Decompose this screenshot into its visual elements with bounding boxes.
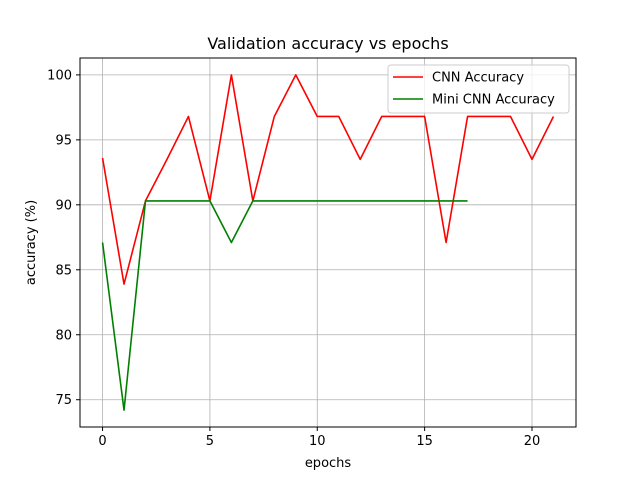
y-tick-label: 80 — [55, 328, 72, 343]
chart-title: Validation accuracy vs epochs — [207, 34, 448, 53]
x-tick-label: 20 — [524, 434, 541, 449]
legend-label-2: Mini CNN Accuracy — [432, 93, 555, 108]
y-tick-label: 95 — [55, 133, 72, 148]
series-lines — [101, 74, 555, 411]
legend-box — [387, 64, 570, 114]
y-tick-label: 90 — [55, 198, 72, 213]
legend-label-1: CNN Accuracy — [432, 71, 524, 86]
y-tick-label: 100 — [47, 68, 72, 83]
axis-ticks: 0 5 10 15 20 75 80 85 90 95 100 — [47, 68, 540, 449]
legend: CNN Accuracy Mini CNN Accuracy — [387, 64, 570, 114]
x-tick-label: 10 — [309, 434, 326, 449]
x-axis-label: epochs — [305, 456, 352, 471]
x-tick-label: 5 — [206, 434, 214, 449]
y-axis-label: accuracy (%) — [24, 200, 39, 285]
y-tick-label: 75 — [55, 393, 72, 408]
x-tick-label: 0 — [98, 434, 106, 449]
series-line-1 — [101, 74, 555, 285]
x-tick-label: 15 — [416, 434, 433, 449]
plot-area-frame — [79, 57, 577, 428]
y-tick-label: 85 — [55, 263, 72, 278]
series-line-2 — [101, 200, 468, 411]
